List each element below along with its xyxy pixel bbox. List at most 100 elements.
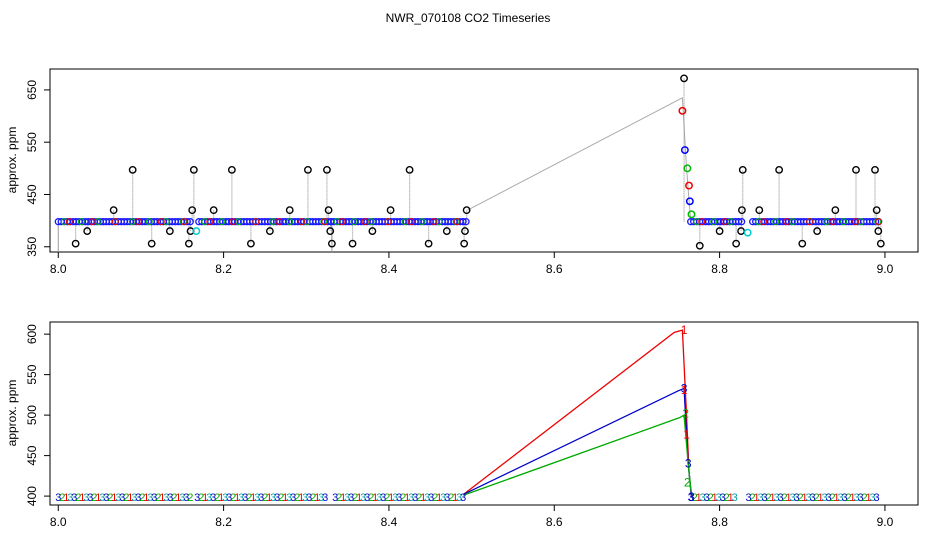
top-baseline-point-green	[710, 218, 718, 226]
bottom-point-label: 3	[681, 381, 688, 395]
bottom-baseline-label: 3	[258, 492, 264, 504]
bottom-baseline-label: 3	[115, 492, 121, 504]
top-point-green	[683, 164, 692, 173]
top-baseline-point-red	[229, 218, 237, 226]
top-spike-point	[386, 206, 395, 215]
top-baseline-point-red	[252, 218, 260, 226]
top-x-tick-label: 8.4	[381, 262, 398, 276]
bottom-baseline-label: 3	[456, 492, 462, 504]
top-baseline-point-red	[384, 218, 392, 226]
bottom-baseline-label: 2	[230, 492, 236, 504]
top-spike-point	[461, 227, 469, 235]
bottom-baseline-label: 1	[420, 492, 426, 504]
top-baseline-point-red	[338, 218, 346, 226]
top-baseline-point-green	[303, 218, 311, 226]
top-baseline-point-green	[145, 218, 153, 226]
bottom-baseline-label: 2	[400, 492, 406, 504]
bottom-x-tick-label: 8.4	[381, 515, 398, 529]
top-axes: 8.0 8.2 8.4 8.6 8.8 9.0 350 450 550 650	[25, 80, 894, 276]
bottom-baseline-label: 3	[344, 492, 350, 504]
top-baseline-point-green	[162, 218, 170, 226]
bottom-baseline-label: 3	[793, 492, 799, 504]
top-spike-point	[285, 206, 294, 215]
top-baseline-point-green	[350, 218, 358, 226]
top-spike-point	[405, 166, 414, 174]
bottom-baseline-label: 3	[302, 492, 308, 504]
bottom-baseline-label: 1	[250, 492, 256, 504]
bottom-baseline-label: 2	[310, 492, 316, 504]
top-spike-point	[831, 206, 840, 215]
bottom-baseline-label: 3	[206, 492, 212, 504]
bottom-baseline-label: 2	[155, 492, 161, 504]
bottom-baseline-label: 3	[364, 492, 370, 504]
bottom-baseline-label: 1	[143, 492, 149, 504]
bottom-baseline-label: 3	[318, 492, 324, 504]
bottom-baseline-label: 3	[286, 492, 292, 504]
top-spike-point	[813, 227, 822, 235]
bottom-baseline-label: 3	[380, 492, 386, 504]
bottom-baseline-label: 2	[765, 492, 771, 504]
bottom-baseline-label: 1	[63, 492, 69, 504]
top-baseline-point-red	[783, 218, 791, 226]
top-spike-point	[209, 206, 218, 215]
bottom-baseline-label: 2	[278, 492, 284, 504]
bottom-baseline-label: 3	[274, 492, 280, 504]
bottom-point-label: 1	[681, 383, 688, 397]
bottom-plot-frame	[49, 321, 919, 506]
top-marks	[54, 74, 885, 252]
top-baseline-point-green	[755, 218, 763, 226]
top-spike-point	[326, 227, 335, 235]
bottom-baseline-label: 3	[396, 492, 402, 504]
bottom-y-tick-label: 450	[25, 445, 39, 465]
bottom-baseline-label: 3	[238, 492, 244, 504]
bottom-baseline-label: 2	[139, 492, 145, 504]
bottom-baseline-label: 1	[340, 492, 346, 504]
top-baseline-point-red	[361, 218, 369, 226]
bottom-series-line-1	[462, 329, 693, 497]
top-point-green	[687, 210, 696, 219]
bottom-baseline-label: 1	[452, 492, 458, 504]
bottom-baseline-label: 1	[801, 492, 807, 504]
top-baseline-point-red	[721, 218, 729, 226]
top-spike-point	[368, 227, 377, 235]
bottom-y-tick-label: 400	[25, 486, 39, 506]
bottom-baseline-label: 2	[781, 492, 787, 504]
bottom-baseline-label: 3	[270, 492, 276, 504]
top-spike-point	[738, 206, 746, 215]
top-baseline-point	[872, 218, 880, 226]
top-spike-point	[695, 241, 704, 250]
bottom-baseline-label: 3	[745, 492, 751, 504]
top-spike-point	[83, 227, 92, 235]
bottom-axes: 8.0 8.2 8.4 8.6 8.8 9.0 400 450 500 550 600	[25, 324, 894, 529]
bottom-x-tick-label: 8.8	[711, 515, 728, 529]
top-y-tick-label: 350	[25, 236, 39, 256]
bottom-baseline-label: 3	[242, 492, 248, 504]
bottom-baseline-label: 1	[436, 492, 442, 504]
bottom-baseline-label: 3	[99, 492, 105, 504]
bottom-baseline-label: 3	[773, 492, 779, 504]
bottom-series-line-3	[463, 387, 693, 497]
bottom-baseline-label: 3	[869, 492, 875, 504]
top-spike-point	[227, 166, 236, 174]
bottom-baseline-label: 2	[107, 492, 113, 504]
top-baseline-point-red	[453, 218, 461, 226]
bottom-baseline-label: 3	[837, 492, 843, 504]
bottom-baseline-label: 3	[392, 492, 398, 504]
bottom-baseline-label: 3	[222, 492, 228, 504]
bottom-baseline-label: 3	[55, 492, 61, 504]
bottom-baseline-label: 1	[79, 492, 85, 504]
bottom-baseline-label: 3	[322, 492, 328, 504]
bottom-baseline-label: 2	[749, 492, 755, 504]
bottom-baseline-label: 2	[416, 492, 422, 504]
bottom-x-tick-label: 9.0	[877, 515, 894, 529]
top-baseline-point	[735, 218, 743, 226]
bottom-baseline-label: 2	[91, 492, 97, 504]
bottom-point-label: 1	[681, 323, 688, 337]
top-baseline-point-red	[206, 218, 214, 226]
bottom-baseline-label: 3	[71, 492, 77, 504]
top-point-red	[685, 181, 693, 190]
top-spike-point	[442, 227, 451, 235]
bottom-baseline-label: 2	[724, 492, 730, 504]
top-spike-point	[324, 206, 333, 215]
top-baseline-point-red	[180, 218, 188, 226]
